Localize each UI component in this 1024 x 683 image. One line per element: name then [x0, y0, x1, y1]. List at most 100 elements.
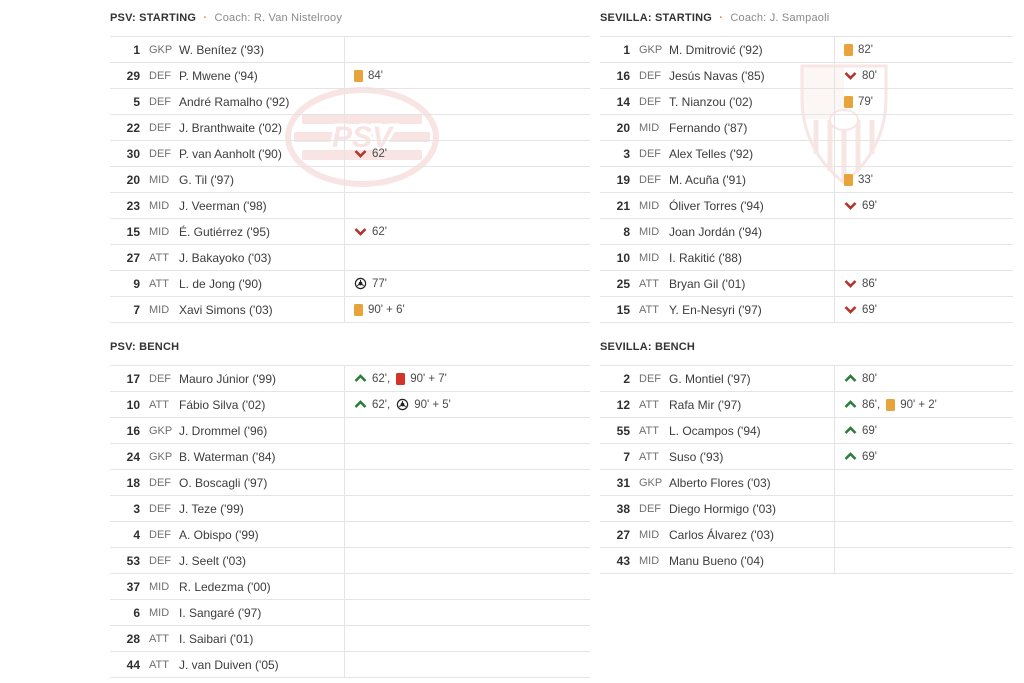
- player-position: MID: [639, 199, 660, 212]
- sevilla-column: SEVILLA: STARTING · Coach: J. Sampaoli 1…: [600, 10, 1013, 574]
- player-position: DEF: [149, 372, 171, 385]
- player-number: 16: [126, 423, 140, 438]
- player-position: GKP: [149, 450, 173, 463]
- player-cell: 55 ATT L. Ocampos ('94): [600, 418, 834, 443]
- player-number: 24: [126, 449, 140, 464]
- player-number: 53: [126, 553, 140, 568]
- player-events: [834, 496, 1013, 521]
- player-row: 3 DEF Alex Telles ('92): [600, 141, 1013, 167]
- player-position: MID: [639, 225, 660, 238]
- event-minute: 69': [862, 199, 877, 212]
- player-name: Suso ('93): [669, 449, 724, 464]
- player-position: ATT: [149, 398, 169, 411]
- event-minute: 62': [372, 147, 387, 160]
- player-cell: 2 DEF G. Montiel ('97): [600, 366, 834, 391]
- player-cell: 3 DEF Alex Telles ('92): [600, 141, 834, 166]
- event-sub-out: 69': [844, 304, 877, 316]
- player-row: 16 GKP J. Drommel ('96): [110, 418, 590, 444]
- player-events: 33': [834, 167, 1013, 192]
- player-cell: 1 GKP W. Benítez ('93): [110, 37, 344, 62]
- player-row: 43 MID Manu Bueno ('04): [600, 548, 1013, 574]
- player-cell: 30 DEF P. van Aanholt ('90): [110, 141, 344, 166]
- player-cell: 31 GKP Alberto Flores ('03): [600, 470, 834, 495]
- player-events: 86', 90' + 2': [834, 392, 1013, 417]
- player-number: 29: [126, 68, 140, 83]
- player-events: [344, 193, 590, 218]
- player-number: 43: [616, 553, 630, 568]
- event-minute: 69': [862, 450, 877, 463]
- player-events: 62', 90' + 7': [344, 366, 590, 391]
- event-sub-out: 80': [844, 70, 877, 82]
- section-title: PSV: BENCH: [110, 341, 180, 353]
- player-cell: 5 DEF André Ramalho ('92): [110, 89, 344, 114]
- player-number: 37: [126, 579, 140, 594]
- player-name: Óliver Torres ('94): [669, 198, 764, 213]
- player-name: J. van Duiven ('05): [179, 657, 279, 672]
- sub-out-icon: [354, 227, 367, 236]
- event-goal: 77': [354, 277, 387, 290]
- player-cell: 16 DEF Jesús Navas ('85): [600, 63, 834, 88]
- player-position: GKP: [639, 476, 663, 489]
- psv-starting-table: 1 GKP W. Benítez ('93) 29 DEF P. Mwene ('94) 8…: [110, 36, 590, 323]
- player-row: 14 DEF T. Nianzou ('02) 79': [600, 89, 1013, 115]
- player-row: 27 ATT J. Bakayoko ('03): [110, 245, 590, 271]
- event-sub-in: 62',: [354, 373, 390, 385]
- player-cell: 15 MID É. Gutiérrez ('95): [110, 219, 344, 244]
- player-number: 21: [616, 198, 630, 213]
- player-row: 23 MID J. Veerman ('98): [110, 193, 590, 219]
- section-title: PSV: STARTING: [110, 12, 197, 24]
- player-position: DEF: [639, 173, 661, 186]
- player-cell: 17 DEF Mauro Júnior ('99): [110, 366, 344, 391]
- player-cell: 10 ATT Fábio Silva ('02): [110, 392, 344, 417]
- player-row: 5 DEF André Ramalho ('92): [110, 89, 590, 115]
- player-events: 80': [834, 366, 1013, 391]
- player-position: MID: [639, 528, 660, 541]
- event-yellow-card: 84': [354, 69, 383, 82]
- event-yellow-card: 79': [844, 95, 873, 108]
- player-cell: 3 DEF J. Teze ('99): [110, 496, 344, 521]
- event-yellow-card: 90' + 2': [886, 398, 937, 411]
- player-name: Bryan Gil ('01): [669, 276, 746, 291]
- player-number: 3: [133, 501, 140, 516]
- player-position: ATT: [639, 450, 659, 463]
- player-cell: 1 GKP M. Dmitrović ('92): [600, 37, 834, 62]
- section-title: SEVILLA: BENCH: [600, 341, 696, 353]
- player-number: 12: [616, 397, 630, 412]
- player-name: G. Til ('97): [179, 172, 234, 187]
- player-position: MID: [149, 303, 170, 316]
- red-card-icon: [396, 372, 406, 385]
- player-cell: 44 ATT J. van Duiven ('05): [110, 652, 344, 677]
- player-number: 10: [126, 397, 140, 412]
- player-row: 7 MID Xavi Simons ('03) 90' + 6': [110, 297, 590, 323]
- player-cell: 23 MID J. Veerman ('98): [110, 193, 344, 218]
- player-number: 5: [133, 94, 140, 109]
- player-position: DEF: [149, 69, 171, 82]
- player-position: MID: [149, 606, 170, 619]
- player-position: DEF: [639, 69, 661, 82]
- player-name: J. Drommel ('96): [179, 423, 268, 438]
- player-name: Y. En-Nesyri ('97): [669, 302, 762, 317]
- player-number: 16: [616, 68, 630, 83]
- event-sub-out: 69': [844, 200, 877, 212]
- sevilla-starting-header: SEVILLA: STARTING · Coach: J. Sampaoli: [600, 10, 1013, 26]
- event-minute: 69': [862, 303, 877, 316]
- event-minute: 62',: [372, 372, 391, 385]
- player-name: É. Gutiérrez ('95): [179, 224, 270, 239]
- player-events: [344, 470, 590, 495]
- sub-out-icon: [844, 201, 857, 210]
- player-events: [344, 167, 590, 192]
- player-name: P. van Aanholt ('90): [179, 146, 282, 161]
- player-row: 2 DEF G. Montiel ('97) 80': [600, 366, 1013, 392]
- sub-in-icon: [844, 374, 857, 383]
- player-position: DEF: [149, 95, 171, 108]
- player-events: 69': [834, 297, 1013, 322]
- player-name: Manu Bueno ('04): [669, 553, 765, 568]
- player-position: MID: [149, 580, 170, 593]
- yellow-card-icon: [844, 95, 853, 108]
- player-events: 77': [344, 271, 590, 296]
- player-cell: 53 DEF J. Seelt ('03): [110, 548, 344, 573]
- player-row: 10 ATT Fábio Silva ('02) 62', 90' + 5': [110, 392, 590, 418]
- player-name: Alex Telles ('92): [669, 146, 754, 161]
- player-events: [344, 37, 590, 62]
- player-position: MID: [639, 251, 660, 264]
